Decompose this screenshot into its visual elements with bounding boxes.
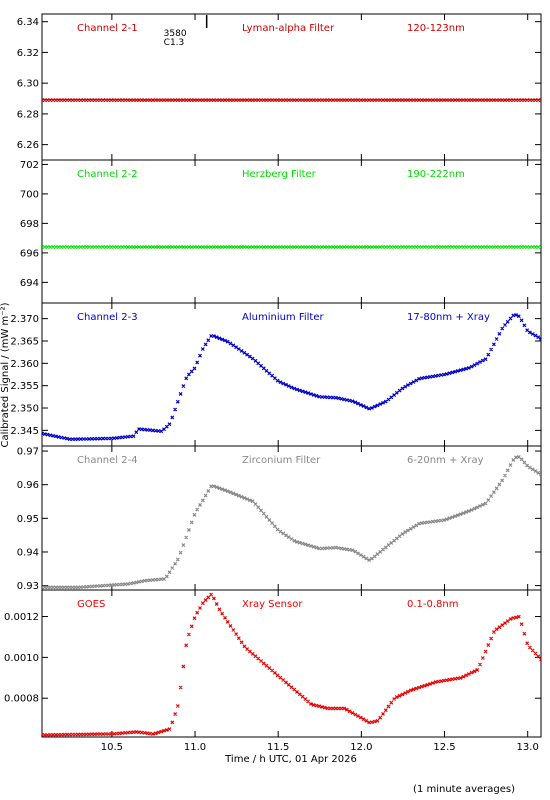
y-tick-label: 0.0008 <box>4 694 39 705</box>
y-tick-label: 2.355 <box>10 381 39 392</box>
y-tick-label: 696 <box>20 248 39 259</box>
series-marks <box>42 312 541 442</box>
panel-label-filter: Aluminium Filter <box>242 312 325 323</box>
series-marks <box>42 98 541 103</box>
footnote: (1 minute averages) <box>413 784 515 795</box>
y-tick-label: 700 <box>20 189 39 200</box>
panel-label-filter: Lyman-alpha Filter <box>242 23 335 34</box>
x-tick-label: 13.0 <box>517 742 539 753</box>
y-tick-label: 0.93 <box>17 581 39 592</box>
y-tick-label: 6.28 <box>17 109 39 120</box>
panel-1: 6.26 6.28 6.30 6.32 6.34 Channel 2-1 Lyman-alp… <box>17 13 542 161</box>
panel-2: 694 696 698 700 702 Channel 2-2 Herzberg Filte… <box>20 159 542 304</box>
panel-frame <box>41 445 542 591</box>
x-axis: 10.5 11.0 11.5 12.0 12.5 13.0 <box>101 742 539 753</box>
series-marks <box>42 245 541 249</box>
y-tick-label: 6.26 <box>17 140 39 151</box>
panel-frame <box>41 13 542 161</box>
top-marker-label-2: C1.3 <box>164 38 185 48</box>
series-points <box>42 312 541 442</box>
x-axis-title: Time / h UTC, 01 Apr 2026 <box>224 754 357 765</box>
y-tick-label: 2.345 <box>10 426 39 437</box>
panel-5: 0.0008 0.0010 0.0012 GOES Xray Sensor 0.1-0.8… <box>4 589 542 738</box>
panel-label-band: 0.1-0.8nm <box>407 599 459 610</box>
panel-label-channel: Channel 2-4 <box>77 455 138 466</box>
y-tick-label: 698 <box>20 219 39 230</box>
y-tick-label: 0.97 <box>17 447 39 458</box>
series-points <box>42 592 541 737</box>
panel-label-band: 17-80nm + Xray <box>407 312 490 323</box>
y-axis-title: Calibrated Signal / (mW m⁻²) <box>0 302 11 447</box>
panel-4: 0.93 0.94 0.95 0.96 0.97 Channel 2-4 Zirconium… <box>17 445 542 592</box>
chart-panels: 6.26 6.28 6.30 6.32 6.34 Channel 2-1 Lyman-alp… <box>4 13 542 738</box>
x-tick-label: 11.0 <box>184 742 206 753</box>
y-tick-label: 694 <box>20 278 39 289</box>
y-tick-label: 0.95 <box>17 514 39 525</box>
panel-label-channel: GOES <box>77 599 105 610</box>
panel-label-channel: Channel 2-2 <box>77 169 138 180</box>
y-tick-label: 6.32 <box>17 48 39 59</box>
y-tick-label: 0.94 <box>17 547 39 558</box>
panel-frame <box>41 159 542 304</box>
panel-label-filter: Zirconium Filter <box>242 455 321 466</box>
series-points <box>42 245 541 249</box>
y-tick-label: 2.370 <box>10 314 39 325</box>
x-tick-label: 10.5 <box>101 742 123 753</box>
panel-label-filter: Xray Sensor <box>242 599 303 610</box>
panel-frame <box>41 589 542 738</box>
series-marks <box>42 592 541 737</box>
top-marker: 3580 C1.3 <box>164 15 208 48</box>
panel-label-filter: Herzberg Filter <box>242 169 317 180</box>
panel-label-band: 120-123nm <box>407 23 465 34</box>
x-tick-label: 11.5 <box>267 742 289 753</box>
panel-label-channel: Channel 2-1 <box>77 23 138 34</box>
top-marker-label-1: 3580 <box>164 29 187 39</box>
panel-frame <box>41 302 542 447</box>
y-tick-label: 0.0010 <box>4 653 39 664</box>
y-tick-label: 702 <box>20 160 39 171</box>
y-tick-label: 2.360 <box>10 359 39 370</box>
x-tick-label: 12.0 <box>350 742 372 753</box>
series-points <box>42 454 541 590</box>
y-tick-label: 2.365 <box>10 336 39 347</box>
y-tick-label: 0.0012 <box>4 612 39 623</box>
panel-3: 2.345 2.350 2.355 2.360 2.365 2.370 Channel 2-… <box>10 302 542 447</box>
y-tick-label: 6.30 <box>17 79 39 90</box>
y-tick-label: 2.350 <box>10 404 39 415</box>
y-tick-label: 6.34 <box>17 17 39 28</box>
x-tick-label: 12.5 <box>433 742 455 753</box>
panel-label-channel: Channel 2-3 <box>77 312 138 323</box>
series-marks <box>42 454 541 590</box>
series-points <box>42 98 541 103</box>
panel-label-band: 6-20nm + Xray <box>407 455 484 466</box>
y-tick-label: 0.96 <box>17 480 39 491</box>
panel-label-band: 190-222nm <box>407 169 465 180</box>
